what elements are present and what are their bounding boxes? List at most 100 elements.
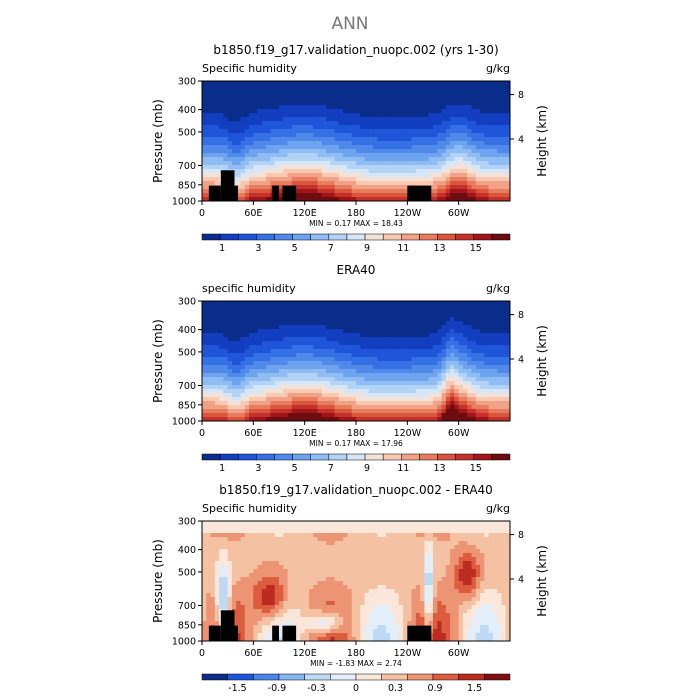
y-tick-label: 300 xyxy=(178,297,196,308)
heatmap-cell xyxy=(257,121,263,126)
heatmap-cell xyxy=(266,365,271,370)
heatmap-cell xyxy=(223,113,229,118)
heatmap-cell xyxy=(428,333,434,338)
heatmap-cell xyxy=(480,405,485,410)
heatmap-cell xyxy=(202,621,207,626)
heatmap-cell xyxy=(304,345,310,350)
heatmap-cell xyxy=(210,585,216,590)
heatmap-cell xyxy=(253,141,259,146)
heatmap-cell xyxy=(334,301,340,306)
heatmap-cell xyxy=(321,117,327,122)
heatmap-cell xyxy=(240,581,246,586)
heatmap-cell xyxy=(261,397,267,402)
heatmap-cell xyxy=(467,181,472,186)
heatmap-cell xyxy=(266,393,271,398)
heatmap-cell xyxy=(227,301,233,306)
heatmap-cell xyxy=(287,377,293,382)
heatmap-cell xyxy=(326,397,331,402)
heatmap-cell xyxy=(270,533,276,538)
heatmap-cell xyxy=(231,333,237,338)
heatmap-cell xyxy=(368,149,374,154)
heatmap-cell xyxy=(415,165,421,170)
heatmap-cell xyxy=(497,361,502,366)
heatmap-cell xyxy=(227,601,233,606)
heatmap-cell xyxy=(274,605,280,610)
heatmap-cell xyxy=(321,125,327,130)
heatmap-cell xyxy=(360,137,365,142)
heatmap-cell xyxy=(462,137,468,142)
heatmap-cell xyxy=(279,125,284,130)
heatmap-cell xyxy=(471,169,477,174)
heatmap-cell xyxy=(321,101,327,106)
heatmap-cell xyxy=(227,409,233,414)
heatmap-cell xyxy=(214,541,220,546)
heatmap-cell xyxy=(296,321,301,326)
heatmap-cell xyxy=(411,365,417,370)
heatmap-cell xyxy=(505,313,511,318)
heatmap-cell xyxy=(445,373,451,378)
heatmap-cell xyxy=(338,417,344,422)
heatmap-cell xyxy=(210,173,216,178)
heatmap-cell xyxy=(467,337,472,342)
heatmap-cell xyxy=(471,173,477,178)
heatmap-cell xyxy=(377,161,383,166)
heatmap-cell xyxy=(377,313,383,318)
heatmap-cell xyxy=(411,85,417,90)
heatmap-cell xyxy=(227,349,233,354)
heatmap-cell xyxy=(244,565,250,570)
heatmap-cell xyxy=(394,93,400,98)
heatmap-cell xyxy=(206,569,211,574)
heatmap-cell xyxy=(394,401,400,406)
heatmap-cell xyxy=(253,533,259,538)
heatmap-cell xyxy=(351,365,357,370)
heatmap-cell xyxy=(261,301,267,306)
heatmap-cell xyxy=(488,329,494,334)
heatmap-cell xyxy=(231,93,237,98)
heatmap-cell xyxy=(364,345,370,350)
heatmap-cell xyxy=(202,593,207,598)
heatmap-cell xyxy=(308,373,314,378)
heatmap-cell xyxy=(433,93,438,98)
heatmap-cell xyxy=(385,141,391,146)
heatmap-cell xyxy=(257,405,263,410)
heatmap-cell xyxy=(364,373,370,378)
heatmap-cell xyxy=(227,313,233,318)
heatmap-cell xyxy=(492,409,498,414)
heatmap-cell xyxy=(424,309,430,314)
heatmap-cell xyxy=(385,373,391,378)
heatmap-cell xyxy=(321,397,327,402)
heatmap-cell xyxy=(240,625,246,630)
heatmap-cell xyxy=(445,113,451,118)
heatmap-cell xyxy=(240,89,246,94)
heatmap-cell xyxy=(492,389,498,394)
heatmap-cell xyxy=(467,121,472,126)
heatmap-cell xyxy=(326,121,331,126)
heatmap-cell xyxy=(433,305,438,310)
heatmap-cell xyxy=(480,137,485,142)
heatmap-cell xyxy=(488,381,494,386)
heatmap-cell xyxy=(411,357,417,362)
heatmap-cell xyxy=(347,401,353,406)
heatmap-cell xyxy=(274,349,280,354)
heatmap-cell xyxy=(505,345,511,350)
heatmap-cell xyxy=(249,541,254,546)
heatmap-cell xyxy=(257,401,263,406)
heatmap-cell xyxy=(428,349,434,354)
heatmap-cell xyxy=(257,177,263,182)
heatmap-cell xyxy=(364,385,370,390)
heatmap-cell xyxy=(253,593,259,598)
heatmap-cell xyxy=(356,137,361,142)
heatmap-cell xyxy=(475,197,481,202)
heatmap-cell xyxy=(368,301,374,306)
heatmap-cell xyxy=(261,597,267,602)
heatmap-cell xyxy=(244,89,250,94)
heatmap-cell xyxy=(488,117,494,122)
heatmap-cell xyxy=(317,169,323,174)
heatmap-cell xyxy=(231,313,237,318)
heatmap-cell xyxy=(283,333,288,338)
heatmap-cell xyxy=(304,85,310,90)
heatmap-cell xyxy=(351,401,357,406)
heatmap-cell xyxy=(398,345,404,350)
heatmap-cell xyxy=(364,317,370,322)
heatmap-cell xyxy=(313,389,318,394)
